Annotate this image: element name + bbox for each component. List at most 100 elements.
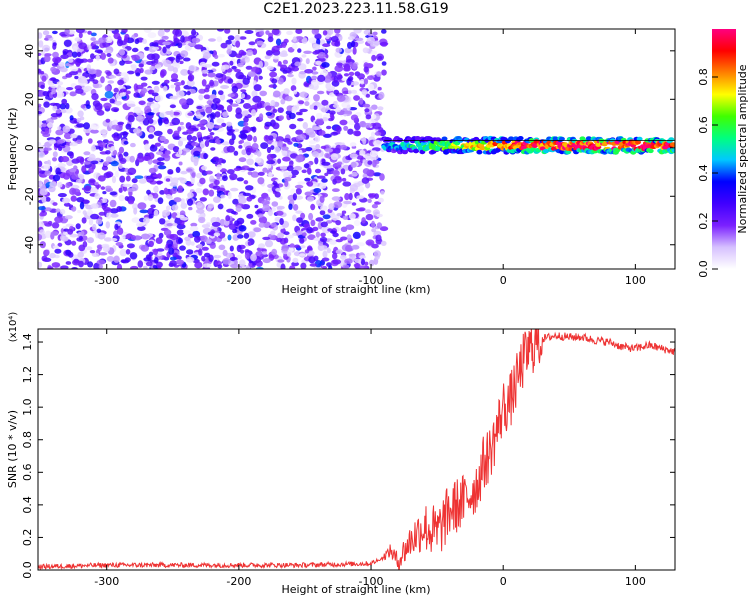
spectrogram-speckle — [246, 49, 254, 57]
spectrogram-speckle — [246, 158, 254, 166]
spectrogram-speckle — [127, 167, 137, 175]
spectrogram-speckle — [231, 134, 236, 141]
spectrogram-signal-cell — [420, 141, 427, 146]
snr-x-tick-label: 100 — [625, 575, 646, 588]
spectrogram-speckle — [369, 150, 378, 158]
spectrogram-speckle — [321, 62, 330, 68]
spectrogram-speckle — [295, 155, 304, 163]
spectrogram-speckle — [336, 95, 346, 102]
spectrogram-speckle — [87, 30, 92, 35]
spectrogram-speckle — [311, 29, 319, 35]
spectrogram-speckle — [127, 114, 135, 123]
spectrogram-speckle — [111, 175, 117, 184]
colorbar-tick-label: 0.6 — [697, 116, 710, 134]
spectrogram-speckle — [351, 81, 360, 86]
spectrogram-speckle — [277, 158, 282, 164]
spectrogram-speckle — [38, 142, 42, 146]
spectrogram-speckle — [119, 237, 126, 243]
spectrogram-speckle — [211, 61, 220, 67]
spectrogram-speckle — [98, 264, 104, 269]
spectrogram-speckle — [286, 165, 294, 172]
spectrogram-speckle — [324, 148, 333, 153]
spectrogram-speckle — [152, 248, 159, 255]
spectrogram-signal-cell — [647, 148, 654, 154]
spectrogram-speckle — [320, 107, 328, 113]
spectrogram-speckle — [63, 39, 72, 47]
spectrogram-speckle — [174, 29, 183, 37]
spectrogram-speckle — [348, 192, 353, 201]
spectrogram-speckle — [44, 230, 52, 238]
spectrogram-speckle — [313, 94, 320, 102]
spectrogram-speckle — [304, 101, 310, 107]
spectrogram-signal-cell — [413, 148, 419, 154]
spectrogram-speckle — [86, 104, 91, 109]
spectrogram-speckle — [130, 265, 139, 269]
spectrogram-speckle — [52, 151, 58, 158]
spectrogram-speckle — [226, 48, 232, 55]
spectrogram-speckle — [134, 38, 140, 45]
spectrogram-speckle — [291, 66, 300, 72]
spectrogram-speckle — [102, 207, 111, 212]
spectrogram-speckle — [367, 83, 375, 92]
spectrogram-signal-cell — [585, 136, 592, 141]
spectrogram-speckle — [262, 167, 268, 173]
spectrogram-speckle — [139, 67, 144, 74]
spectrogram-speckle — [160, 69, 167, 77]
spectrogram-speckle — [262, 205, 271, 212]
spectrogram-speckle — [163, 229, 172, 236]
spectrogram-speckle — [282, 59, 288, 65]
spectrogram-speckle — [347, 36, 355, 41]
spectrogram-speckle — [287, 74, 294, 78]
spectrogram-signal-cell — [441, 136, 448, 141]
spectrogram-speckle — [301, 54, 307, 58]
spectrogram-speckle — [90, 37, 96, 41]
spectrogram-speckle — [75, 223, 81, 230]
spectrogram-speckle — [233, 259, 238, 266]
spectrogram-speckle — [221, 122, 227, 127]
spectrogram-speckle — [246, 213, 254, 219]
spectrogram-speckle — [215, 73, 224, 78]
spectrogram-speckle — [162, 41, 171, 46]
spectrogram-speckle — [140, 76, 148, 81]
spectrogram-speckle — [70, 195, 77, 202]
spectrogram-speckle — [201, 246, 209, 251]
spectrogram-speckle — [177, 185, 183, 193]
spectrogram-speckle — [207, 72, 216, 78]
spectrogram-speckle — [367, 198, 372, 203]
spectrogram-speckle — [38, 206, 46, 211]
spectrogram-speckle — [203, 153, 208, 160]
spectrogram-speckle — [241, 149, 247, 156]
spectrogram-speckle — [110, 238, 118, 242]
spectrogram-speckle — [83, 122, 90, 130]
spectrogram-speckle — [341, 177, 347, 182]
spectrogram-speckle — [69, 115, 74, 121]
spectrogram-speckle — [375, 234, 382, 242]
spectrogram-speckle — [186, 198, 194, 206]
spectrogram-speckle — [138, 63, 144, 68]
spectrogram-speckle — [315, 60, 322, 66]
spectrogram-speckle — [264, 55, 271, 60]
spectrogram-speckle — [43, 55, 51, 63]
spectrogram-speckle — [332, 188, 340, 193]
spectrogram-speckle — [373, 40, 381, 46]
spectrogram-y-tick-label: 40 — [23, 44, 36, 58]
spectrogram-speckle — [305, 58, 310, 65]
spectrogram-speckle — [212, 185, 221, 190]
spectrogram-speckle — [381, 29, 387, 34]
spectrogram-speckle — [251, 90, 258, 98]
spectrogram-speckle — [69, 91, 77, 97]
spectrogram-speckle — [365, 239, 375, 246]
spectrogram-speckle — [302, 122, 308, 130]
spectrogram-speckle — [281, 244, 290, 252]
spectrogram-speckle — [72, 259, 81, 266]
spectrogram-y-tick-label: -20 — [23, 187, 36, 205]
spectrogram-signal-cell — [668, 137, 675, 142]
spectrogram-speckle — [92, 40, 102, 45]
spectrogram-speckle — [102, 198, 108, 204]
spectrogram-speckle — [248, 41, 256, 46]
spectrogram-speckle — [335, 144, 342, 151]
spectrogram-speckle — [280, 263, 286, 269]
spectrogram-speckle — [276, 205, 285, 210]
spectrogram-speckle — [217, 157, 224, 164]
spectrogram-speckle — [269, 71, 278, 78]
